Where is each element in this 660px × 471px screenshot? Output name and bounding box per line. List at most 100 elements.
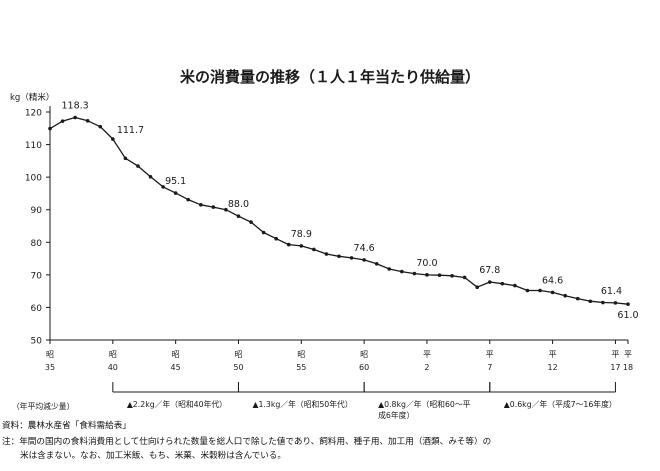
period-label: ▲1.3kg／年（昭和50年代） — [252, 399, 352, 409]
footnote-line-1: 注：年間の国内の食料消費用として仕向けられた数量を総人口で除した値であり、飼料用… — [2, 437, 492, 447]
data-point — [462, 275, 467, 280]
data-label: 61.4 — [601, 286, 622, 297]
y-tick-label: 60 — [31, 304, 43, 314]
x-tick-era: 平 — [486, 350, 494, 359]
data-label: 78.9 — [291, 229, 312, 240]
data-point — [575, 296, 580, 301]
data-point — [136, 164, 140, 168]
x-tick-number: 12 — [548, 363, 558, 372]
x-tick-era: 昭 — [234, 350, 242, 359]
x-tick-era: 平 — [549, 350, 557, 359]
x-tick-era: 昭 — [360, 350, 368, 359]
x-tick-number: 7 — [487, 363, 492, 372]
data-point — [249, 220, 253, 224]
data-point — [387, 267, 392, 271]
data-point — [500, 281, 505, 286]
data-label: 70.0 — [416, 258, 437, 269]
data-point — [148, 175, 153, 179]
x-tick-number: 40 — [108, 363, 118, 372]
period-label: ▲0.6kg／年（平成7〜16年度） — [504, 399, 617, 409]
x-tick-era: 昭 — [297, 350, 305, 359]
y-tick-label: 120 — [25, 109, 42, 119]
data-point — [412, 271, 417, 276]
y-axis-label: kg（精米） — [10, 92, 54, 103]
data-point — [425, 273, 429, 277]
data-point — [98, 124, 103, 129]
data-point — [374, 261, 379, 266]
y-tick-label: 110 — [25, 141, 42, 151]
data-label: 95.1 — [165, 176, 186, 187]
y-tick-label: 70 — [31, 271, 43, 281]
period-label: ▲0.8kg／年（昭和60〜平 — [378, 399, 471, 409]
data-label: 74.6 — [354, 243, 375, 254]
y-tick-label: 80 — [31, 239, 43, 249]
y-tick-label: 50 — [31, 337, 43, 347]
data-point — [186, 197, 191, 202]
x-tick-era: 平 — [423, 350, 431, 359]
data-point — [161, 185, 165, 189]
data-label: 111.7 — [117, 125, 144, 136]
data-point — [538, 288, 542, 293]
x-tick-era: 昭 — [172, 350, 180, 359]
data-point — [475, 285, 480, 290]
period-label: ▲2.2kg／年（昭和40年代） — [127, 399, 227, 409]
data-point — [85, 118, 90, 123]
y-tick-label: 90 — [31, 206, 43, 216]
data-point — [324, 252, 329, 256]
data-point — [236, 214, 241, 219]
data-point — [626, 302, 630, 306]
x-tick-number: 35 — [45, 363, 55, 372]
data-point — [123, 156, 128, 161]
data-point — [274, 236, 278, 241]
data-point — [299, 244, 304, 248]
data-label: 64.6 — [542, 275, 563, 286]
x-tick-number: 55 — [296, 363, 306, 372]
source-note: 資料：農林水産省「食料需給表」 — [2, 421, 131, 431]
data-point — [286, 242, 291, 247]
x-tick-number: 45 — [171, 363, 181, 372]
data-point — [437, 273, 442, 277]
data-point — [224, 207, 228, 212]
data-point — [601, 300, 605, 305]
data-point — [111, 137, 115, 141]
data-point — [337, 254, 341, 259]
data-point — [211, 205, 216, 209]
period-label: 成6年度） — [378, 410, 414, 420]
data-point — [613, 301, 618, 305]
data-point — [563, 293, 567, 298]
x-tick-number: 2 — [424, 363, 429, 372]
x-tick-number: 50 — [233, 363, 243, 372]
data-point — [362, 258, 366, 262]
data-label: 61.0 — [617, 310, 638, 321]
data-point — [550, 290, 555, 295]
x-tick-number: 18 — [623, 363, 633, 372]
x-tick-era: 昭 — [109, 350, 117, 359]
data-point — [400, 269, 404, 274]
data-point — [73, 115, 77, 120]
data-point — [349, 256, 354, 260]
chart-title: 米の消費量の推移（１人１年当たり供給量） — [180, 68, 480, 86]
data-point — [513, 283, 517, 288]
periods-label: （年平均減少量） — [12, 401, 74, 411]
x-tick-era: 平 — [624, 350, 632, 359]
x-tick-number: 60 — [359, 363, 369, 372]
data-point — [198, 203, 203, 207]
data-point — [48, 126, 52, 131]
x-tick-era: 平 — [611, 350, 619, 359]
x-tick-number: 17 — [610, 363, 620, 372]
data-point — [450, 274, 454, 278]
data-point — [588, 299, 593, 304]
data-label: 67.8 — [479, 265, 500, 276]
data-point — [60, 119, 65, 123]
data-label: 118.3 — [62, 101, 89, 112]
data-point — [525, 288, 530, 293]
y-tick-label: 100 — [25, 174, 42, 184]
data-label: 88.0 — [228, 199, 249, 210]
x-tick-era: 昭 — [46, 350, 54, 359]
data-point — [312, 247, 316, 252]
footnote-line-2: 米は含まない。なお、加工米飯、もち、米菓、米穀粉は含んでいる。 — [20, 451, 286, 461]
data-point — [261, 230, 266, 235]
data-point — [487, 280, 492, 284]
data-point — [173, 191, 178, 195]
